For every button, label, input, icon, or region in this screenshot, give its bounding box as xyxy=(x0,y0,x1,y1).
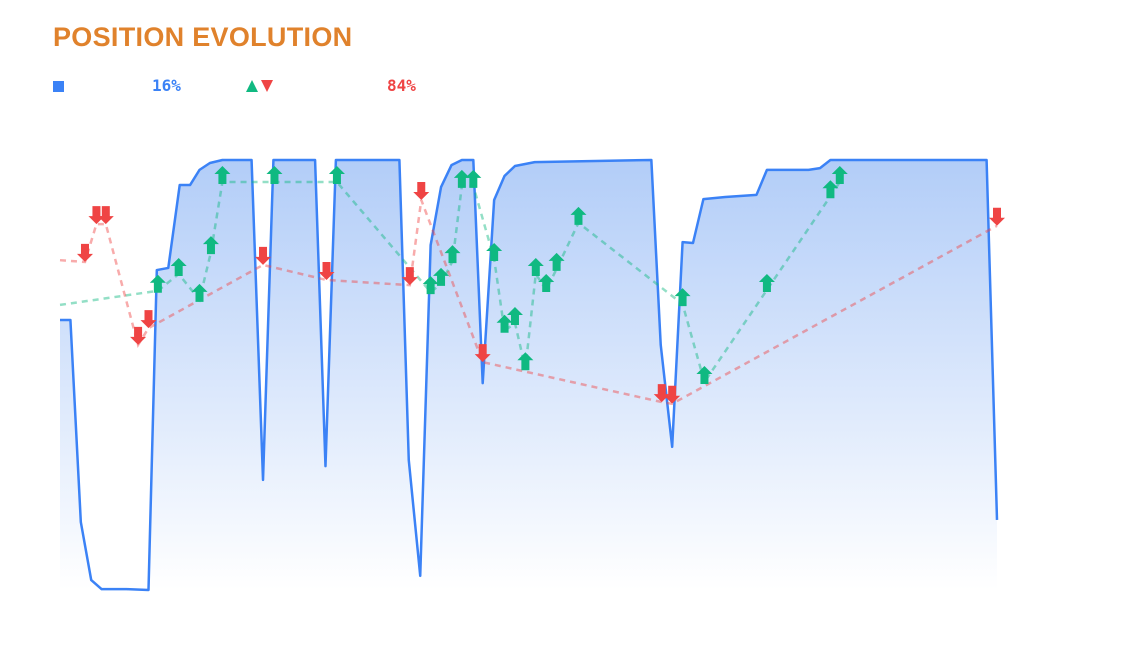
position-square-icon xyxy=(53,81,64,92)
position-area-fill xyxy=(60,160,997,590)
sell-trail-line xyxy=(59,199,998,406)
buy-arrow-icon xyxy=(696,365,713,384)
sell-arrow-icon xyxy=(130,326,147,345)
buy-arrow-icon xyxy=(266,166,283,185)
buy-triangle-icon xyxy=(246,80,258,92)
buy-arrow-icon xyxy=(328,166,345,185)
buy-arrow-icon xyxy=(517,352,534,371)
buy-arrow-icon xyxy=(674,288,691,307)
buy-arrow-icon xyxy=(538,273,555,292)
sell-arrow-icon xyxy=(318,261,335,280)
sell-arrow-icon xyxy=(140,310,157,329)
sell-arrow-icon xyxy=(653,384,670,403)
buy-arrow-icon xyxy=(758,273,775,292)
sell-arrow-icon xyxy=(413,181,430,200)
sell-arrow-icon xyxy=(401,267,418,286)
buy-arrow-icon xyxy=(822,180,839,199)
buy-arrow-icon xyxy=(496,314,513,333)
buy-arrow-icon xyxy=(422,276,439,295)
sell-triangle-icon xyxy=(261,80,273,92)
buy-arrow-icon xyxy=(214,166,231,185)
sell-arrow-icon xyxy=(76,243,93,262)
trades-percentage: 84% xyxy=(387,76,416,95)
buy-arrow-icon xyxy=(453,169,470,188)
sell-arrow-icon xyxy=(664,385,681,404)
buy-arrow-icon xyxy=(191,283,208,302)
sell-arrow-icon xyxy=(88,206,105,225)
buy-arrow-icon xyxy=(433,267,450,286)
buy-arrow-icon xyxy=(202,236,219,255)
position-percentage: 16% xyxy=(152,76,181,95)
position-line xyxy=(60,158,999,592)
sell-arrow-icon xyxy=(989,207,1005,226)
buy-arrow-icon xyxy=(170,258,187,277)
buy-arrow-icon xyxy=(527,258,544,277)
page-title: POSITION EVOLUTION xyxy=(53,22,353,52)
buy-arrow-icon xyxy=(831,166,848,185)
buy-arrow-icon xyxy=(548,252,565,271)
sell-arrow-icon xyxy=(255,246,272,265)
buy-arrow-icon xyxy=(570,206,587,225)
buy-arrow-icon xyxy=(506,307,523,326)
buy-trail-line xyxy=(59,180,841,385)
buy-arrow-icon xyxy=(486,242,503,261)
legend: 16% 84% xyxy=(0,76,600,96)
buy-arrow-icon xyxy=(444,245,461,264)
buy-arrow-icon xyxy=(149,274,166,293)
buy-arrow-icon xyxy=(465,169,482,188)
sell-arrow-icon xyxy=(474,344,491,363)
sell-arrow-icon xyxy=(97,206,114,225)
